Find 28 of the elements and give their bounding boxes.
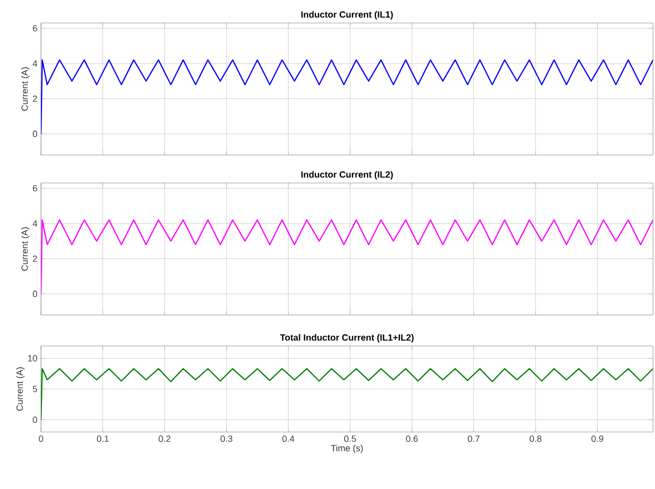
y-tick-label: 0: [32, 130, 38, 138]
x-tick-label: 0.3: [220, 436, 232, 442]
x-tick-label: 0.8: [530, 436, 542, 442]
chart-title: Total Inductor Current (IL1+IL2): [280, 334, 414, 342]
y-axis-title: Current (A): [16, 367, 25, 411]
y-tick-label: 0: [32, 290, 38, 298]
y-axis-title: Current (A): [21, 67, 30, 111]
y-tick-label: 6: [32, 185, 38, 192]
y-tick-label: 4: [32, 220, 38, 227]
x-tick-label: 0.9: [591, 436, 604, 442]
x-tick-label: 0.4: [282, 436, 294, 442]
x-tick-label: 0: [38, 436, 44, 442]
x-tick-label: 0.5: [344, 436, 356, 442]
y-tick-label: 5: [32, 386, 38, 392]
y-tick-label: 2: [32, 96, 38, 102]
chart-title: Inductor Current (IL2): [301, 171, 393, 180]
chart-title: Inductor Current (IL1): [301, 11, 393, 20]
y-tick-label: 6: [32, 25, 38, 32]
y-axis-title: Current (A): [21, 227, 30, 271]
x-tick-label: 0.6: [406, 436, 418, 442]
y-tick-label: 10: [28, 355, 38, 362]
y-tick-label: 4: [32, 60, 38, 67]
x-tick-label: 0.1: [96, 436, 109, 442]
y-tick-label: 0: [32, 416, 38, 423]
x-axis-title: Time (s): [330, 444, 363, 454]
x-tick-label: 0.7: [468, 436, 480, 442]
x-tick-label: 0.2: [158, 436, 170, 442]
y-tick-label: 2: [32, 256, 38, 262]
